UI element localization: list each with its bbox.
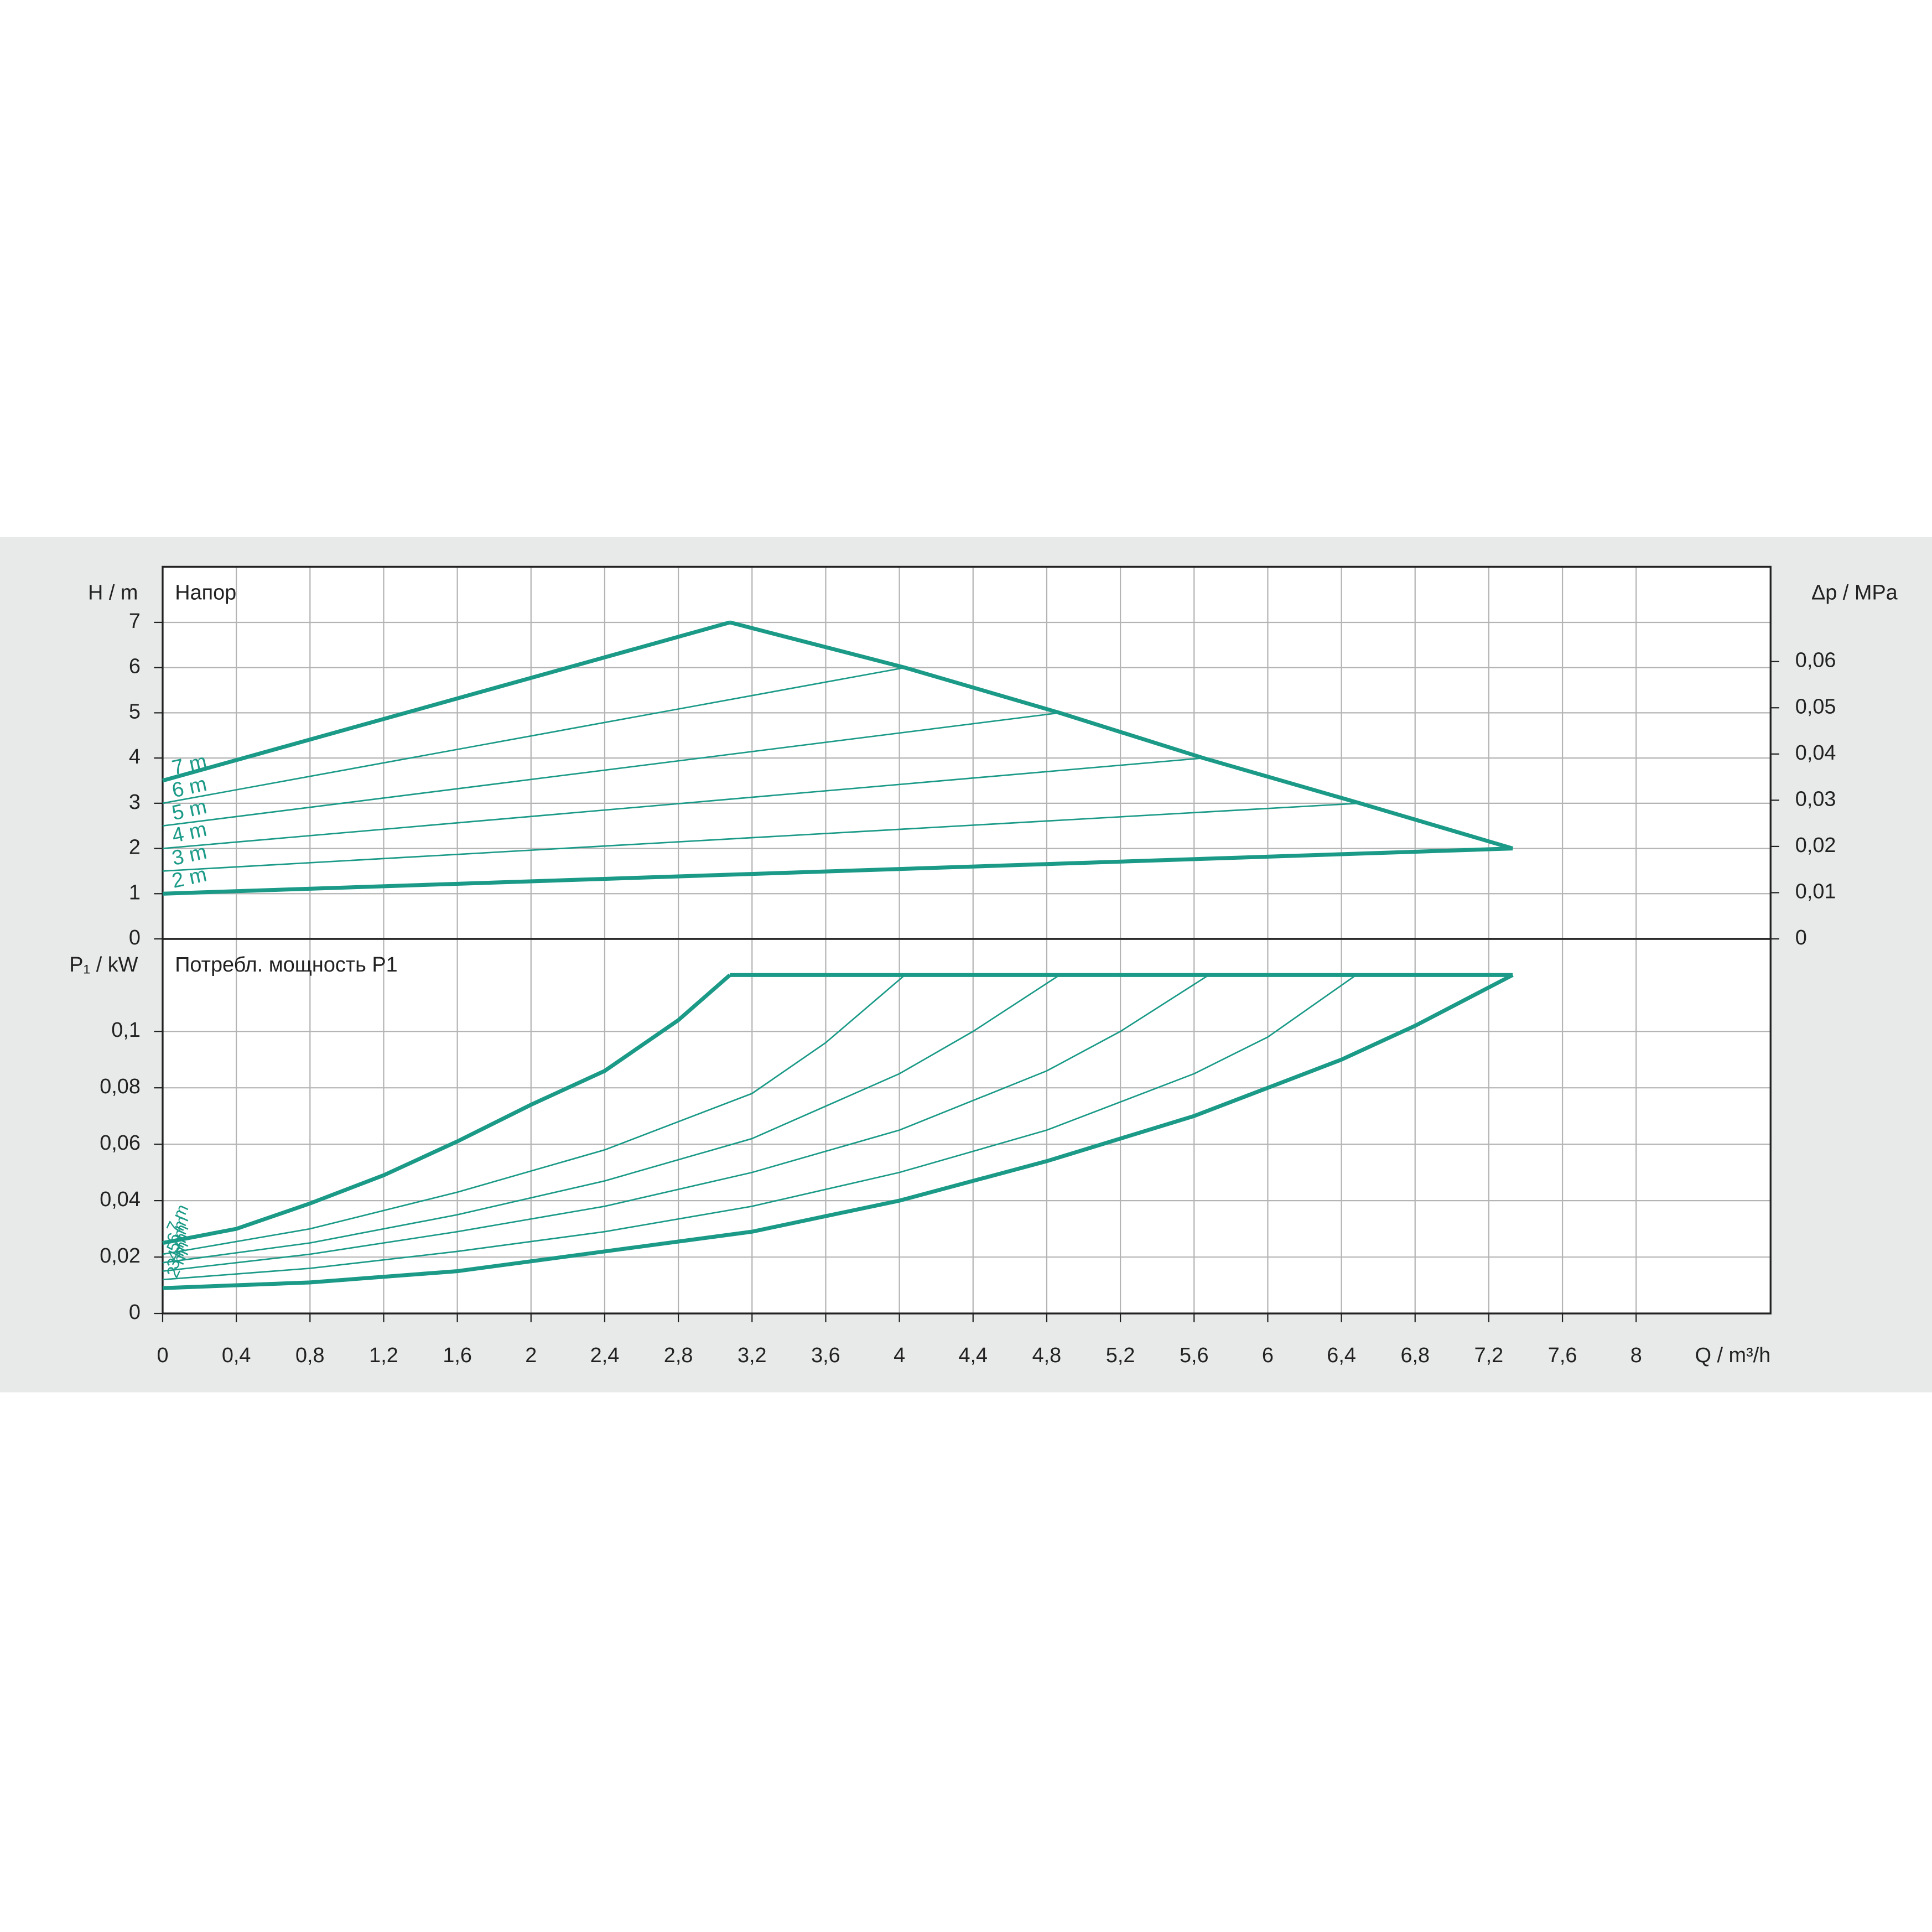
curve — [162, 620, 731, 783]
chart-title: Напор — [175, 581, 236, 604]
curve — [162, 667, 905, 804]
x-tick-label: 6 — [1262, 1344, 1274, 1367]
y-tick-label: 0,08 — [100, 1075, 141, 1098]
y2-tick-label: 0,05 — [1795, 695, 1836, 718]
x-tick-label: 7,2 — [1474, 1344, 1504, 1367]
y-tick-label: 0,04 — [100, 1188, 141, 1211]
y-tick-label: 6 — [129, 655, 141, 678]
curve — [162, 712, 1060, 827]
y2-tick-label: 0,02 — [1795, 834, 1836, 857]
x-tick-label: 4 — [894, 1344, 905, 1367]
x-tick-label: 0 — [157, 1344, 168, 1367]
y2-tick-label: 0,01 — [1795, 880, 1836, 903]
x-tick-label: 6,8 — [1400, 1344, 1430, 1367]
x-tick-label: 2 — [525, 1344, 537, 1367]
curve — [162, 973, 731, 1245]
curve — [162, 974, 1357, 1281]
y-tick-label: 0,1 — [111, 1019, 141, 1042]
x-tick-label: 5,6 — [1180, 1344, 1209, 1367]
y-tick-label: 7 — [129, 610, 141, 633]
curve — [162, 973, 1514, 1290]
x-tick-label: 0,8 — [295, 1344, 325, 1367]
y2-tick-label: 0 — [1795, 926, 1807, 949]
curve — [162, 974, 906, 1255]
y-tick-label: 5 — [129, 700, 141, 723]
x-tick-label: 2,8 — [664, 1344, 693, 1367]
y-axis-label: P₁ / kW — [69, 953, 138, 977]
curve — [162, 802, 1360, 872]
curve — [729, 620, 1514, 850]
x-tick-label: 3,2 — [738, 1344, 767, 1367]
x-tick-label: 5,2 — [1106, 1344, 1135, 1367]
y-tick-label: 0,02 — [100, 1244, 141, 1268]
y-tick-label: 1 — [129, 881, 141, 904]
y-tick-label: 0,06 — [100, 1131, 141, 1155]
x-tick-label: 1,2 — [369, 1344, 398, 1367]
y2-tick-label: 0,06 — [1795, 649, 1836, 672]
y2-tick-label: 0,03 — [1795, 787, 1836, 811]
y2-axis-label: Δp / MPa — [1811, 581, 1898, 604]
x-tick-label: 4,4 — [958, 1344, 988, 1367]
plot-frame — [162, 938, 1772, 1315]
y-tick-label: 3 — [129, 791, 141, 814]
y-tick-label: 0 — [129, 1301, 141, 1324]
curve — [162, 974, 1060, 1264]
x-tick-label: 1,6 — [443, 1344, 472, 1367]
x-tick-label: 3,6 — [811, 1344, 840, 1367]
curve — [162, 757, 1204, 849]
curve — [162, 846, 1513, 896]
x-tick-label: 7,6 — [1548, 1344, 1577, 1367]
y-tick-label: 4 — [129, 745, 141, 768]
plot-area — [162, 567, 1771, 1314]
y-tick-label: 2 — [129, 836, 141, 859]
x-axis-label: Q / m³/h — [1695, 1344, 1771, 1367]
x-tick-label: 2,4 — [590, 1344, 620, 1367]
y-tick-label: 0 — [129, 926, 141, 949]
y-axis-label: H / m — [88, 581, 138, 604]
x-tick-label: 4,8 — [1032, 1344, 1062, 1367]
x-tick-label: 6,4 — [1327, 1344, 1356, 1367]
chart-title: Потребл. мощность P1 — [175, 953, 397, 977]
curve — [162, 974, 1209, 1272]
x-tick-label: 0,4 — [222, 1344, 251, 1367]
y2-tick-label: 0,04 — [1795, 741, 1836, 765]
x-tick-label: 8 — [1630, 1344, 1642, 1367]
